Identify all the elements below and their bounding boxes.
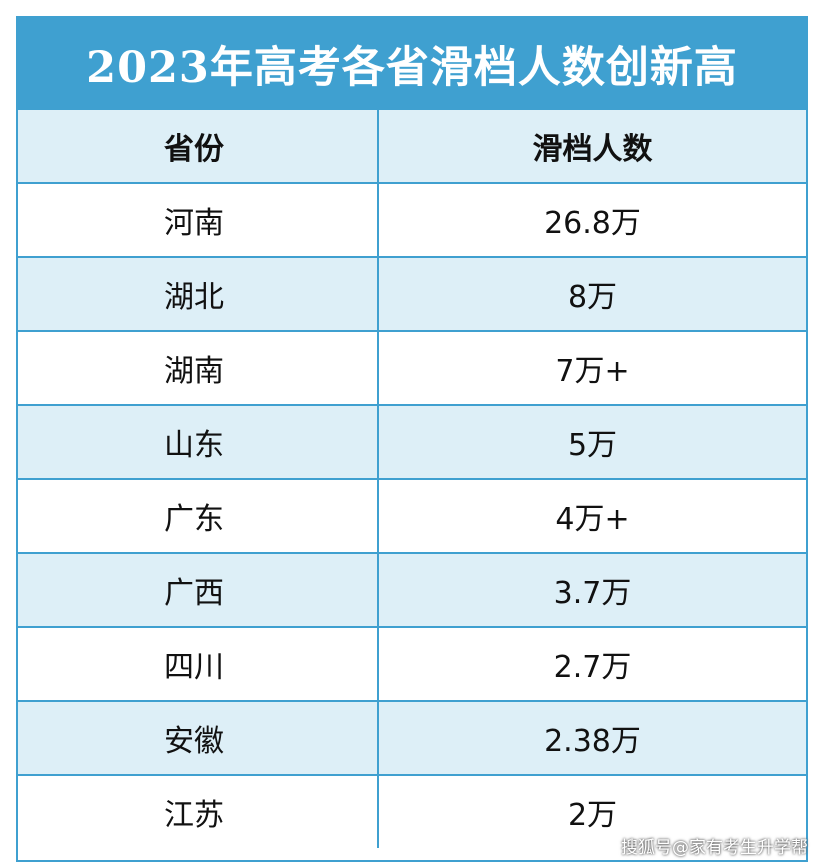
cell-count: 26.8万 [378, 182, 806, 257]
cell-province: 江苏 [18, 774, 379, 848]
table-card: 2023年高考各省滑档人数创新高 省份 滑档人数 河南 26.8万 湖北 8万 … [16, 16, 808, 862]
cell-province: 广东 [18, 478, 379, 553]
cell-count: 2.38万 [378, 700, 806, 775]
table-row: 湖北 8万 [18, 256, 806, 331]
cell-count: 2万 [378, 774, 806, 848]
cell-province: 山东 [18, 404, 379, 479]
table-row: 广西 3.7万 [18, 552, 806, 627]
cell-province: 河南 [18, 182, 379, 257]
table-row: 安徽 2.38万 [18, 700, 806, 775]
table-row: 河南 26.8万 [18, 182, 806, 257]
table-row: 广东 4万+ [18, 478, 806, 553]
cell-count: 4万+ [378, 478, 806, 553]
data-table: 省份 滑档人数 河南 26.8万 湖北 8万 湖南 7万+ 山东 5万 广东 [18, 110, 806, 848]
table-row: 湖南 7万+ [18, 330, 806, 405]
header-row: 省份 滑档人数 [18, 110, 806, 183]
header-province: 省份 [18, 110, 379, 183]
watermark: 搜狐号@家有考生升学帮 [621, 838, 808, 858]
title-bar: 2023年高考各省滑档人数创新高 [18, 18, 806, 110]
page-title: 2023年高考各省滑档人数创新高 [86, 43, 738, 93]
header-count: 滑档人数 [378, 110, 806, 183]
table-row: 江苏 2万 [18, 774, 806, 848]
cell-province: 湖南 [18, 330, 379, 405]
cell-count: 3.7万 [378, 552, 806, 627]
cell-province: 广西 [18, 552, 379, 627]
cell-count: 2.7万 [378, 626, 806, 701]
cell-count: 7万+ [378, 330, 806, 405]
cell-province: 安徽 [18, 700, 379, 775]
table-row: 山东 5万 [18, 404, 806, 479]
table-row: 四川 2.7万 [18, 626, 806, 701]
cell-province: 湖北 [18, 256, 379, 331]
cell-count: 8万 [378, 256, 806, 331]
cell-province: 四川 [18, 626, 379, 701]
cell-count: 5万 [378, 404, 806, 479]
